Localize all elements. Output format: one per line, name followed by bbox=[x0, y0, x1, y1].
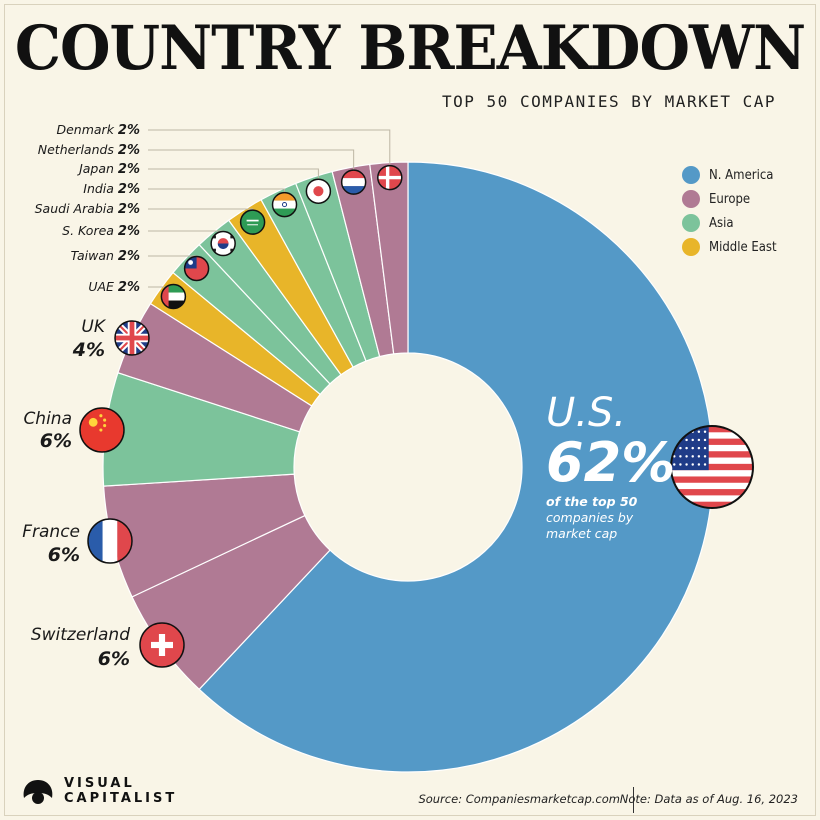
japan-flag-icon bbox=[305, 178, 332, 204]
legend-item-asia: Asia bbox=[682, 211, 777, 235]
percent-label: 4% bbox=[72, 339, 105, 361]
saudi-arabia-flag-icon bbox=[239, 209, 266, 235]
leader-line-india bbox=[148, 188, 286, 193]
leader-line-saudi-arabia bbox=[148, 208, 254, 211]
france-flag-icon bbox=[87, 518, 133, 564]
legend-label: Middle East bbox=[709, 239, 777, 255]
visual-capitalist-logo: VISUAL CAPITALIST bbox=[20, 776, 177, 806]
leader-line-denmark bbox=[148, 129, 391, 166]
percent-label: 6% bbox=[48, 544, 80, 566]
switzerland-flag-icon bbox=[139, 622, 185, 668]
legend-item-n-america: N. America bbox=[682, 163, 777, 187]
country-percent-label: Netherlands 2% bbox=[38, 142, 140, 158]
label-india: India 2% bbox=[83, 181, 140, 197]
data-date-note: Note: Data as of Aug. 16, 2023 bbox=[619, 792, 798, 806]
leader-line-s-korea bbox=[148, 230, 224, 232]
label-s-korea: S. Korea 2% bbox=[62, 223, 140, 239]
label-japan: Japan 2% bbox=[76, 161, 140, 177]
slice-u-s bbox=[198, 161, 714, 773]
percent-label: 6% bbox=[98, 648, 130, 670]
china-flag-icon bbox=[79, 407, 125, 453]
country-percent-label: Saudi Arabia 2% bbox=[35, 201, 140, 217]
leader-line-japan bbox=[148, 168, 319, 180]
country-percent-label: UAE 2% bbox=[88, 279, 140, 295]
denmark-flag-icon bbox=[377, 164, 403, 191]
label-uk: UK4% bbox=[72, 317, 107, 361]
us-highlight-label: U.S. 62% of the top 50 companies by mark… bbox=[546, 392, 675, 542]
us-name: U.S. bbox=[546, 390, 627, 436]
country-percent-label: Denmark 2% bbox=[56, 122, 140, 138]
netherlands-flag-icon bbox=[340, 169, 367, 195]
legend-swatch bbox=[682, 238, 700, 256]
page-title: COUNTRY BREAKDOWN bbox=[14, 12, 806, 84]
india-flag-icon bbox=[271, 191, 298, 218]
logo-mark-icon bbox=[23, 780, 53, 804]
taiwan-flag-icon bbox=[183, 255, 210, 282]
us-note-rest: companies by market cap bbox=[546, 510, 634, 541]
label-taiwan: Taiwan 2% bbox=[71, 248, 140, 264]
country-percent-label: India 2% bbox=[83, 181, 140, 197]
label-uae: UAE 2% bbox=[88, 279, 140, 295]
label-denmark: Denmark 2% bbox=[56, 122, 140, 138]
uk-flag-icon bbox=[114, 320, 150, 356]
us-percent: 62% bbox=[546, 431, 676, 494]
country-label: UK bbox=[81, 317, 106, 337]
legend-item-middle-east: Middle East bbox=[682, 235, 777, 259]
legend-swatch bbox=[682, 166, 700, 184]
south-korea-flag-icon bbox=[210, 230, 236, 257]
page-subtitle: TOP 50 COMPANIES BY MARKET CAP bbox=[442, 92, 776, 111]
legend-swatch bbox=[682, 190, 700, 208]
slice-denmark bbox=[369, 161, 409, 355]
legend-item-europe: Europe bbox=[682, 187, 777, 211]
country-label: France bbox=[22, 522, 80, 542]
label-switzerland: Switzerland 6% bbox=[31, 625, 130, 670]
country-percent-label: Taiwan 2% bbox=[71, 248, 140, 264]
label-saudi-arabia: Saudi Arabia 2% bbox=[35, 201, 140, 217]
us-note-bold: of the top 50 bbox=[546, 494, 638, 509]
country-label: Switzerland bbox=[31, 625, 130, 645]
footer-divider bbox=[633, 787, 634, 813]
legend: N. America Europe Asia Middle East bbox=[682, 163, 777, 259]
country-percent-label: Japan 2% bbox=[76, 161, 140, 177]
logo-text: VISUAL CAPITALIST bbox=[64, 776, 177, 806]
country-label: China bbox=[23, 409, 72, 429]
percent-label: 6% bbox=[40, 430, 72, 452]
uae-flag-icon bbox=[160, 283, 187, 310]
logo-line-1: VISUAL bbox=[64, 776, 135, 791]
us-flag-icon bbox=[670, 425, 754, 509]
leader-line-netherlands bbox=[148, 149, 355, 171]
country-percent-label: S. Korea 2% bbox=[62, 223, 140, 239]
label-netherlands: Netherlands 2% bbox=[38, 142, 140, 158]
legend-swatch bbox=[682, 214, 700, 232]
us-note: of the top 50 companies by market cap bbox=[546, 494, 656, 542]
legend-label: Asia bbox=[709, 215, 734, 231]
logo-line-2: CAPITALIST bbox=[64, 791, 178, 806]
legend-label: N. America bbox=[709, 167, 774, 183]
legend-label: Europe bbox=[709, 191, 751, 207]
source-note: Source: Companiesmarketcap.com bbox=[418, 792, 620, 806]
